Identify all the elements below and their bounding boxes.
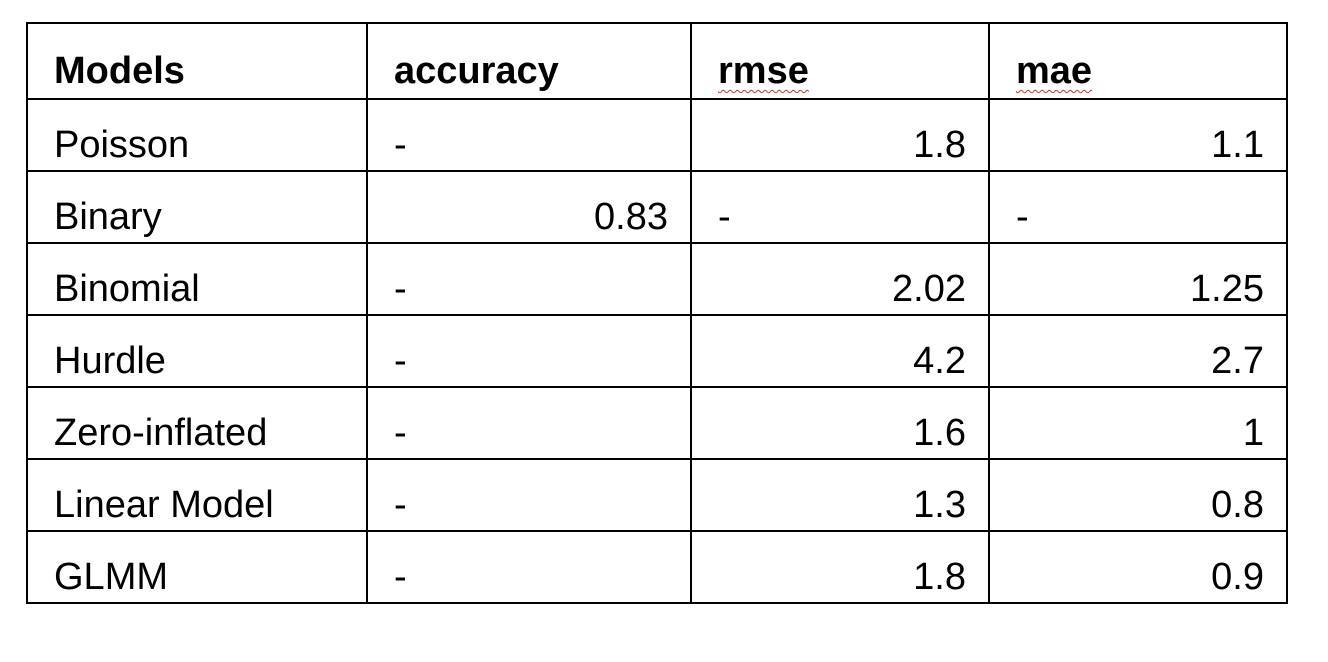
model-cell: Binomial	[26, 242, 368, 316]
header-accuracy: accuracy	[366, 22, 692, 100]
accuracy-cell: -	[366, 386, 692, 460]
mae-cell: 1	[988, 386, 1288, 460]
table-row: Linear Model - 1.3 0.8	[26, 458, 1288, 532]
table-row: Binomial - 2.02 1.25	[26, 242, 1288, 316]
mae-cell: -	[988, 170, 1288, 244]
header-rmse-label: rmse	[718, 50, 809, 92]
rmse-cell: 1.6	[690, 386, 990, 460]
header-models: Models	[26, 22, 368, 100]
rmse-cell: 1.8	[690, 530, 990, 604]
rmse-cell: -	[690, 170, 990, 244]
table-row: Hurdle - 4.2 2.7	[26, 314, 1288, 388]
mae-cell: 2.7	[988, 314, 1288, 388]
header-mae: mae	[988, 22, 1288, 100]
results-table: Models accuracy rmse mae Poisson - 1.8 1…	[26, 22, 1288, 604]
model-cell: GLMM	[26, 530, 368, 604]
table-row: Binary 0.83 - -	[26, 170, 1288, 244]
model-cell: Poisson	[26, 98, 368, 172]
header-mae-label: mae	[1016, 50, 1093, 92]
accuracy-cell: -	[366, 314, 692, 388]
table-row: Poisson - 1.8 1.1	[26, 98, 1288, 172]
rmse-cell: 1.8	[690, 98, 990, 172]
rmse-cell: 4.2	[690, 314, 990, 388]
model-cell: Hurdle	[26, 314, 368, 388]
table-row: GLMM - 1.8 0.9	[26, 530, 1288, 604]
model-cell: Linear Model	[26, 458, 368, 532]
accuracy-cell: -	[366, 242, 692, 316]
rmse-cell: 2.02	[690, 242, 990, 316]
accuracy-cell: -	[366, 530, 692, 604]
table-row: Zero-inflated - 1.6 1	[26, 386, 1288, 460]
rmse-cell: 1.3	[690, 458, 990, 532]
table-header-row: Models accuracy rmse mae	[26, 22, 1288, 100]
accuracy-cell: -	[366, 458, 692, 532]
model-cell: Zero-inflated	[26, 386, 368, 460]
mae-cell: 1.25	[988, 242, 1288, 316]
mae-cell: 1.1	[988, 98, 1288, 172]
header-rmse: rmse	[690, 22, 990, 100]
accuracy-cell: -	[366, 98, 692, 172]
model-cell: Binary	[26, 170, 368, 244]
mae-cell: 0.8	[988, 458, 1288, 532]
accuracy-cell: 0.83	[366, 170, 692, 244]
mae-cell: 0.9	[988, 530, 1288, 604]
